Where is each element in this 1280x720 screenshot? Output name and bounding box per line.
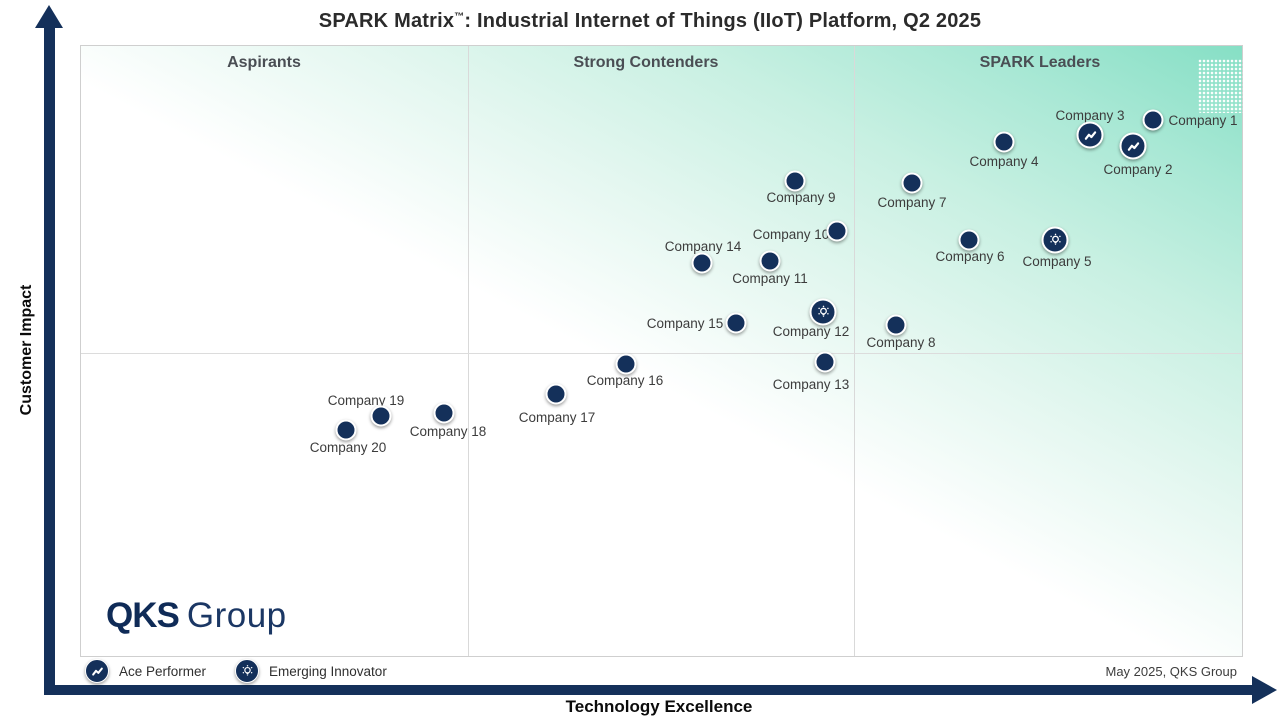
ace-performer-marker <box>1076 121 1104 149</box>
x-axis-arrowhead-icon <box>1252 676 1277 704</box>
company-label: Company 12 <box>772 324 850 339</box>
publication-date-note: May 2025, QKS Group <box>1105 663 1237 679</box>
company-dot <box>725 312 747 334</box>
logo-text-regular: Group <box>186 596 287 635</box>
trademark-symbol: ™ <box>454 11 465 23</box>
chart-title-main: SPARK Matrix <box>318 10 455 32</box>
company-label: Company 20 <box>309 440 387 455</box>
x-axis-label: Technology Excellence <box>565 697 753 716</box>
halftone-pattern-decoration <box>1198 59 1246 113</box>
legend-item-ace-performer: Ace Performer <box>85 657 206 685</box>
company-dot <box>335 419 357 441</box>
quadrant-divider-left <box>468 46 469 656</box>
company-label: Company 9 <box>766 190 836 205</box>
company-label: Company 7 <box>877 195 947 210</box>
quadrant-divider-horizontal <box>81 353 1242 354</box>
company-label: Company 10 <box>752 227 830 242</box>
quadrant-divider-right <box>854 46 855 656</box>
company-label: Company 14 <box>664 239 742 254</box>
plot-area: Aspirants Strong Contenders SPARK Leader… <box>80 45 1246 657</box>
y-axis-arrowhead-icon <box>35 5 63 28</box>
company-dot <box>691 252 713 274</box>
legend-row: Ace Performer Emerging Innovator May 202… <box>80 657 1243 685</box>
company-label: Company 2 <box>1103 162 1173 177</box>
ace-performer-marker <box>1119 132 1147 160</box>
company-label: Company 4 <box>969 154 1039 169</box>
company-label: Company 8 <box>866 335 936 350</box>
company-dot <box>958 229 980 251</box>
legend-label-emerging-innovator: Emerging Innovator <box>269 663 387 679</box>
company-label: Company 11 <box>732 271 808 286</box>
y-axis-line <box>44 27 55 695</box>
legend-label-ace-performer: Ace Performer <box>119 663 207 679</box>
legend-item-emerging-innovator: Emerging Innovator <box>235 657 387 685</box>
company-dot <box>615 353 637 375</box>
company-label: Company 17 <box>518 410 596 425</box>
company-dot <box>1142 109 1164 131</box>
quadrant-label-strong-contenders: Strong Contenders <box>573 54 719 71</box>
ace-performer-icon <box>85 659 109 683</box>
qks-group-logo: QKS Group <box>106 596 287 636</box>
chart-title: SPARK Matrix™: Industrial Internet of Th… <box>60 10 1240 33</box>
company-label: Company 6 <box>935 249 1005 264</box>
company-dot <box>826 220 848 242</box>
company-label: Company 19 <box>327 393 405 408</box>
company-label: Company 5 <box>1022 254 1092 269</box>
company-label: Company 16 <box>586 373 664 388</box>
quadrant-label-spark-leaders: SPARK Leaders <box>979 54 1101 71</box>
company-label: Company 13 <box>772 377 850 392</box>
company-dot <box>901 172 923 194</box>
emerging-innovator-icon <box>235 659 259 683</box>
company-label: Company 1 <box>1168 113 1238 128</box>
company-label: Company 18 <box>409 424 487 439</box>
company-dot <box>784 170 806 192</box>
company-dot <box>885 314 907 336</box>
chart-title-rest: : Industrial Internet of Things (IIoT) P… <box>464 10 982 32</box>
company-dot <box>814 351 836 373</box>
company-dot <box>433 402 455 424</box>
company-dot <box>370 405 392 427</box>
emerging-innovator-marker <box>1041 226 1069 254</box>
company-dot <box>545 383 567 405</box>
company-label: Company 15 <box>646 316 724 331</box>
company-label: Company 3 <box>1055 108 1125 123</box>
company-dot <box>993 131 1015 153</box>
emerging-innovator-marker <box>809 298 837 326</box>
logo-text-bold: QKS <box>106 596 180 635</box>
company-dot <box>759 250 781 272</box>
quadrant-label-aspirants: Aspirants <box>227 54 301 71</box>
y-axis-label: Customer Impact <box>18 284 35 416</box>
x-axis-line <box>44 685 1252 695</box>
